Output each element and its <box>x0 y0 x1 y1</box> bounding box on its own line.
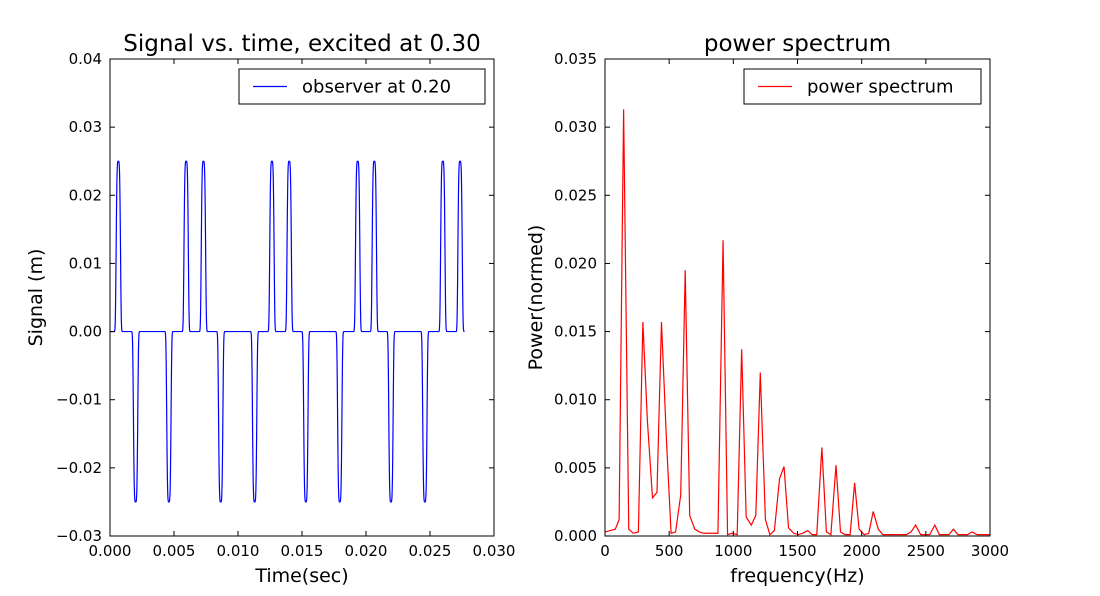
spectrum-legend: power spectrum <box>743 68 982 105</box>
x-tick-label: 0.010 <box>217 542 260 560</box>
x-tick-label: 0.030 <box>473 542 516 560</box>
spectrum-plot-frame <box>604 58 991 537</box>
signal-chart-title: Signal vs. time, excited at 0.30 <box>123 31 480 57</box>
signal-series-line <box>110 160 465 503</box>
x-tick-label: 1000 <box>714 542 752 560</box>
spectrum-series-line <box>604 109 990 536</box>
x-tick-label: 0.025 <box>409 542 452 560</box>
y-tick-label: 0.005 <box>554 459 597 477</box>
power-spectrum-chart: 0 500 1000 1500 2000 2500 3000 0.000 0.005 0.010 0… <box>525 31 1009 587</box>
signal-chart: 0.000 0.005 0.010 0.015 0.020 0.025 0.030 −0.03… <box>25 31 515 587</box>
y-tick-label: 0.01 <box>69 254 102 272</box>
x-tick-label: 0.000 <box>89 542 132 560</box>
x-tick-label: 0.015 <box>281 542 324 560</box>
x-tick-label: 1500 <box>778 542 816 560</box>
x-tick-label: 2500 <box>907 542 945 560</box>
spectrum-chart-title: power spectrum <box>704 31 891 57</box>
y-tick-label: 0.03 <box>69 118 102 136</box>
spectrum-x-axis-label: frequency(Hz) <box>730 565 864 587</box>
spectrum-legend-label: power spectrum <box>807 77 954 98</box>
signal-y-axis-label: Signal (m) <box>25 249 47 347</box>
y-tick-label: −0.02 <box>56 459 102 477</box>
spectrum-y-axis-label: Power(normed) <box>525 225 547 371</box>
spectrum-axis-ticks: 0 500 1000 1500 2000 2500 3000 0.000 0.005 0.010 0… <box>554 50 1009 560</box>
y-tick-label: 0.010 <box>554 391 597 409</box>
signal-legend-label: observer at 0.20 <box>302 77 451 98</box>
signal-x-axis-label: Time(sec) <box>254 565 348 587</box>
x-tick-label: 2000 <box>843 542 881 560</box>
signal-axis-ticks: 0.000 0.005 0.010 0.015 0.020 0.025 0.030 −0.03… <box>56 50 515 560</box>
y-tick-label: −0.03 <box>56 527 102 545</box>
y-tick-label: 0.020 <box>554 254 597 272</box>
signal-legend: observer at 0.20 <box>238 68 486 105</box>
y-tick-label: 0.025 <box>554 186 597 204</box>
x-tick-label: 3000 <box>971 542 1009 560</box>
x-tick-label: 500 <box>655 542 684 560</box>
x-tick-label: 0.005 <box>153 542 196 560</box>
y-tick-label: 0.035 <box>554 50 597 68</box>
y-tick-label: 0.02 <box>69 186 102 204</box>
y-tick-label: 0.030 <box>554 118 597 136</box>
y-tick-label: 0.00 <box>69 323 102 341</box>
y-tick-label: 0.04 <box>69 50 102 68</box>
y-tick-label: 0.015 <box>554 323 597 341</box>
y-tick-label: 0.000 <box>554 527 597 545</box>
y-tick-label: −0.01 <box>56 391 102 409</box>
x-tick-label: 0 <box>600 542 610 560</box>
x-tick-label: 0.020 <box>345 542 388 560</box>
